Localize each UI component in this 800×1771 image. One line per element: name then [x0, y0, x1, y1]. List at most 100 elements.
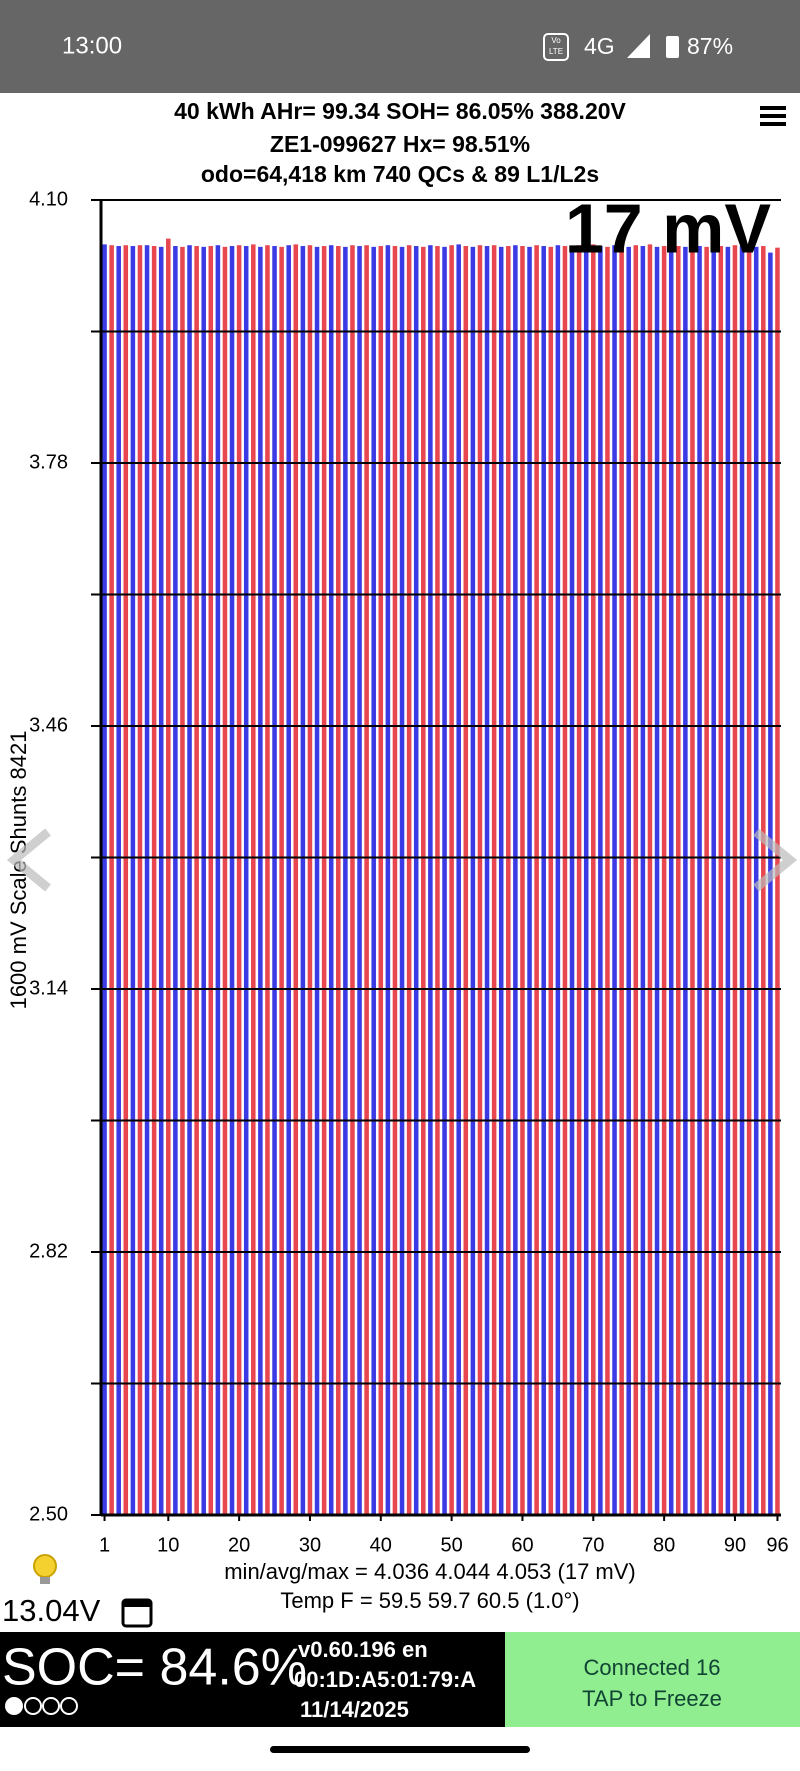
bar: [506, 246, 511, 1515]
bar: [251, 244, 256, 1516]
bar: [421, 246, 426, 1515]
bar: [555, 245, 561, 1515]
bar: [711, 245, 716, 1515]
bar: [144, 245, 150, 1515]
x-tick-label: 60: [511, 1534, 533, 1556]
bar: [513, 245, 518, 1515]
bar: [739, 246, 745, 1515]
bar: [109, 245, 114, 1515]
date: 11/14/2025: [300, 1697, 409, 1722]
bar: [265, 245, 270, 1515]
temperature: Temp F = 59.5 59.7 60.5 (1.0°): [280, 1588, 579, 1613]
bar: [364, 245, 369, 1515]
bar: [357, 246, 362, 1515]
bar: [697, 246, 702, 1515]
y-tick-label: 2.50: [29, 1503, 68, 1525]
menu-bar: [760, 106, 786, 110]
bar: [633, 245, 639, 1515]
volte-top: Vo: [551, 36, 561, 45]
bulb-base: [40, 1577, 50, 1584]
bar: [676, 246, 681, 1515]
bar: [583, 246, 589, 1515]
bar: [548, 246, 554, 1515]
x-tick-label: 50: [441, 1534, 463, 1556]
bar: [428, 245, 433, 1515]
bar: [668, 245, 674, 1515]
bar: [343, 246, 348, 1515]
menu-button[interactable]: [760, 106, 786, 126]
bar: [598, 246, 603, 1515]
connection-status: Connected 16: [584, 1655, 721, 1680]
bar: [201, 246, 206, 1515]
bar: [300, 246, 306, 1515]
header-line: 40 kWh AHr= 99.34 SOH= 86.05% 388.20V: [174, 98, 626, 124]
x-tick-label: 40: [370, 1534, 392, 1556]
bar: [605, 246, 610, 1515]
page-dot: [42, 1697, 60, 1715]
bar: [102, 244, 107, 1516]
bar: [704, 246, 709, 1515]
bar: [647, 244, 653, 1516]
bar: [768, 252, 773, 1516]
bar: [399, 246, 405, 1515]
menu-bar: [760, 114, 786, 118]
bar: [413, 246, 419, 1515]
bar: [725, 246, 731, 1515]
bar: [229, 246, 235, 1515]
bar: [307, 245, 313, 1515]
bulb-icon: [33, 1554, 57, 1584]
bar: [534, 245, 539, 1515]
connect-background: [505, 1632, 800, 1727]
bar: [683, 246, 688, 1515]
bar: [449, 245, 454, 1515]
y-tick-label: 3.14: [29, 977, 68, 999]
bar: [406, 245, 412, 1515]
bar: [321, 246, 327, 1515]
x-tick-label: 96: [766, 1534, 788, 1556]
bar: [236, 245, 242, 1515]
signal-icon: [627, 34, 650, 58]
x-tick-label: 70: [582, 1534, 604, 1556]
x-tick-label: 30: [299, 1534, 321, 1556]
bar: [371, 246, 376, 1515]
y-tick-label: 3.46: [29, 714, 68, 736]
bar: [654, 246, 660, 1515]
bar: [612, 245, 617, 1515]
menu-bar: [760, 122, 786, 126]
bar: [243, 246, 249, 1515]
bar: [569, 246, 575, 1515]
bar: [456, 244, 461, 1516]
bar: [746, 245, 752, 1515]
home-indicator[interactable]: [270, 1746, 530, 1753]
plot: 4.10 3.78 3.46 3.14 2.82 2.50 1 10 20 30 40 50 60 70 8…: [29, 188, 789, 1556]
bar: [520, 246, 525, 1515]
bar: [442, 246, 447, 1515]
bar: [279, 246, 284, 1515]
cell-stats: min/avg/max = 4.036 4.044 4.053 (17 mV): [224, 1559, 636, 1584]
next-arrow[interactable]: [753, 828, 798, 892]
soc: SOC= 84.6%: [2, 1639, 307, 1697]
bar: [562, 246, 568, 1515]
bar: [718, 246, 724, 1515]
connect-button[interactable]: Connected 16 TAP to Freeze: [505, 1632, 800, 1727]
prev-arrow[interactable]: [6, 828, 51, 892]
page-dot: [5, 1697, 23, 1715]
bar: [661, 246, 667, 1515]
bar: [484, 246, 490, 1515]
volte-bottom: LTE: [549, 47, 563, 56]
y-tick-label: 2.82: [29, 1240, 68, 1262]
bar: [258, 246, 263, 1515]
bar: [116, 246, 121, 1515]
x-tick-label: 1: [99, 1534, 110, 1556]
status-time: 13:00: [62, 32, 122, 59]
page-dot: [60, 1697, 78, 1715]
y-tick-label: 4.10: [29, 188, 68, 210]
bar: [158, 246, 164, 1515]
bar: [151, 246, 157, 1515]
bar: [498, 246, 504, 1515]
x-tick-label: 10: [157, 1534, 179, 1556]
bar: [775, 247, 780, 1516]
calendar-icon[interactable]: [121, 1598, 153, 1628]
bar: [215, 245, 221, 1515]
